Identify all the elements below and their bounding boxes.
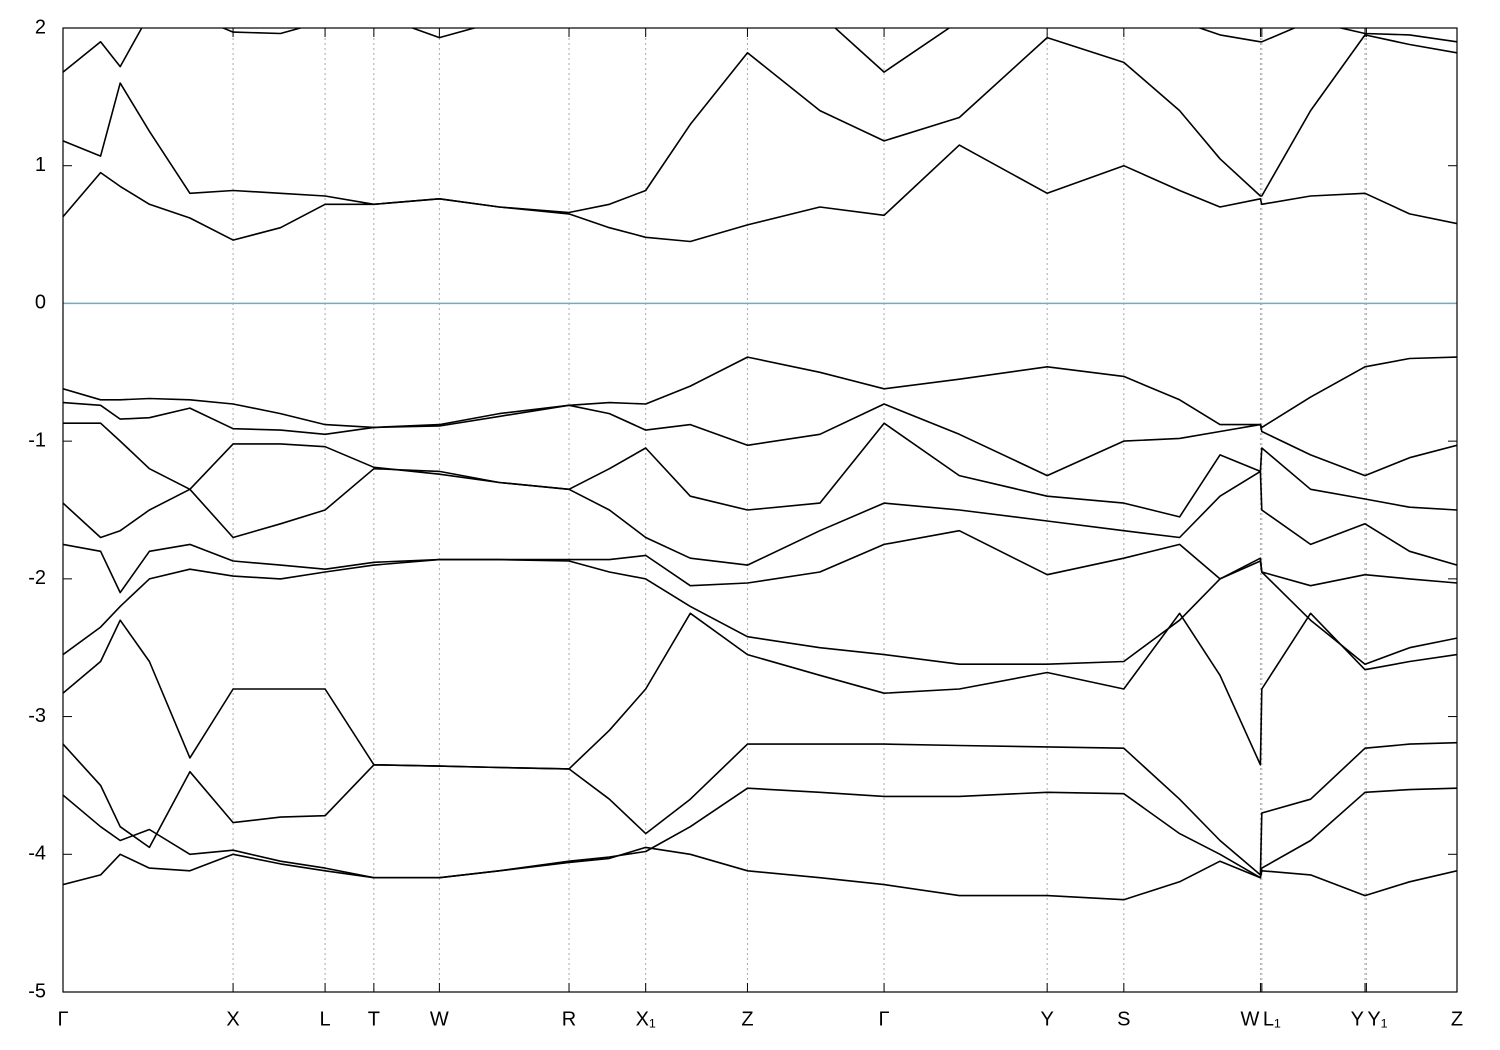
band-line xyxy=(63,558,1457,665)
plot-frame xyxy=(62,27,1458,993)
x-tick-label: Y₁ xyxy=(1367,1008,1387,1030)
y-tick-label: 0 xyxy=(35,292,46,314)
band-line xyxy=(63,741,1457,876)
x-tick-label: R xyxy=(562,1008,576,1030)
band-line xyxy=(63,612,1457,770)
y-tick-label: -2 xyxy=(28,567,46,589)
x-tick-label: L xyxy=(320,1008,331,1030)
x-tick-label: S xyxy=(1117,1008,1130,1030)
grid xyxy=(62,27,1458,993)
band-line xyxy=(63,356,1457,429)
x-tick-label: Y xyxy=(1040,1008,1053,1030)
x-tick-label: L₁ xyxy=(1263,1008,1281,1030)
band-line xyxy=(63,28,1457,73)
band-line xyxy=(63,467,1457,566)
band-line xyxy=(63,529,1457,594)
y-tick-label: -1 xyxy=(28,429,46,451)
band-line xyxy=(63,422,1457,518)
x-tick-label: T xyxy=(368,1008,380,1030)
y-tick-label: -5 xyxy=(28,980,46,1002)
x-tick-label: W xyxy=(1241,1008,1260,1030)
y-tick-label: 1 xyxy=(35,154,46,176)
x-tick-label: X xyxy=(226,1008,239,1030)
x-tick-label: X₁ xyxy=(636,1008,656,1030)
x-tick-label: Y xyxy=(1351,1008,1364,1030)
bands xyxy=(63,28,1457,901)
y-tick-label: 2 xyxy=(35,16,46,38)
band-line xyxy=(63,846,1457,901)
x-tick-label: W xyxy=(430,1008,449,1030)
y-tick-label: -4 xyxy=(28,843,46,865)
band-line xyxy=(63,401,1457,477)
x-tick-label: Γ xyxy=(57,1008,68,1030)
band-line xyxy=(63,34,1457,214)
x-tick-label: Z xyxy=(1451,1008,1463,1030)
x-tick-label: Γ xyxy=(879,1008,890,1030)
x-tick-label: Z xyxy=(741,1008,753,1030)
y-tick-label: -3 xyxy=(28,705,46,727)
band-line xyxy=(63,144,1457,243)
